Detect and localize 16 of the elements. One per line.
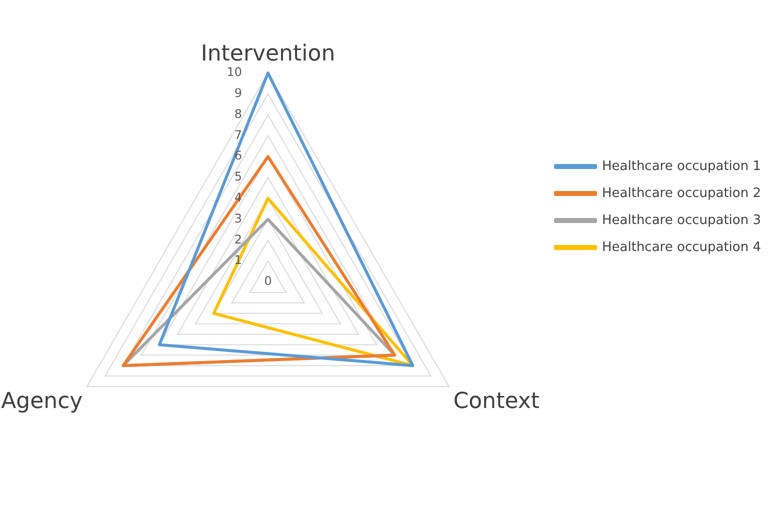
legend-label: Healthcare occupation 1 xyxy=(602,158,762,174)
y-tick-label: 3 xyxy=(234,211,242,226)
y-tick-label: 10 xyxy=(226,65,242,80)
y-tick-label: 5 xyxy=(234,170,242,184)
y-tick-label: 8 xyxy=(234,106,242,121)
y-tick-label: 2 xyxy=(234,232,242,246)
spoke-label: Context xyxy=(453,388,540,414)
legend-label: Healthcare occupation 2 xyxy=(602,186,762,201)
legend-label: Healthcare occupation 3 xyxy=(602,212,762,228)
y-tick-label: 4 xyxy=(234,190,242,205)
y-tick-label: 7 xyxy=(234,128,242,142)
spoke-label: Agency xyxy=(1,388,83,414)
y-tick-label: 0 xyxy=(264,274,272,288)
spoke-label: Intervention xyxy=(200,42,336,67)
y-tick-label: 9 xyxy=(234,86,242,100)
legend-label: Healthcare occupation 4 xyxy=(602,240,762,255)
